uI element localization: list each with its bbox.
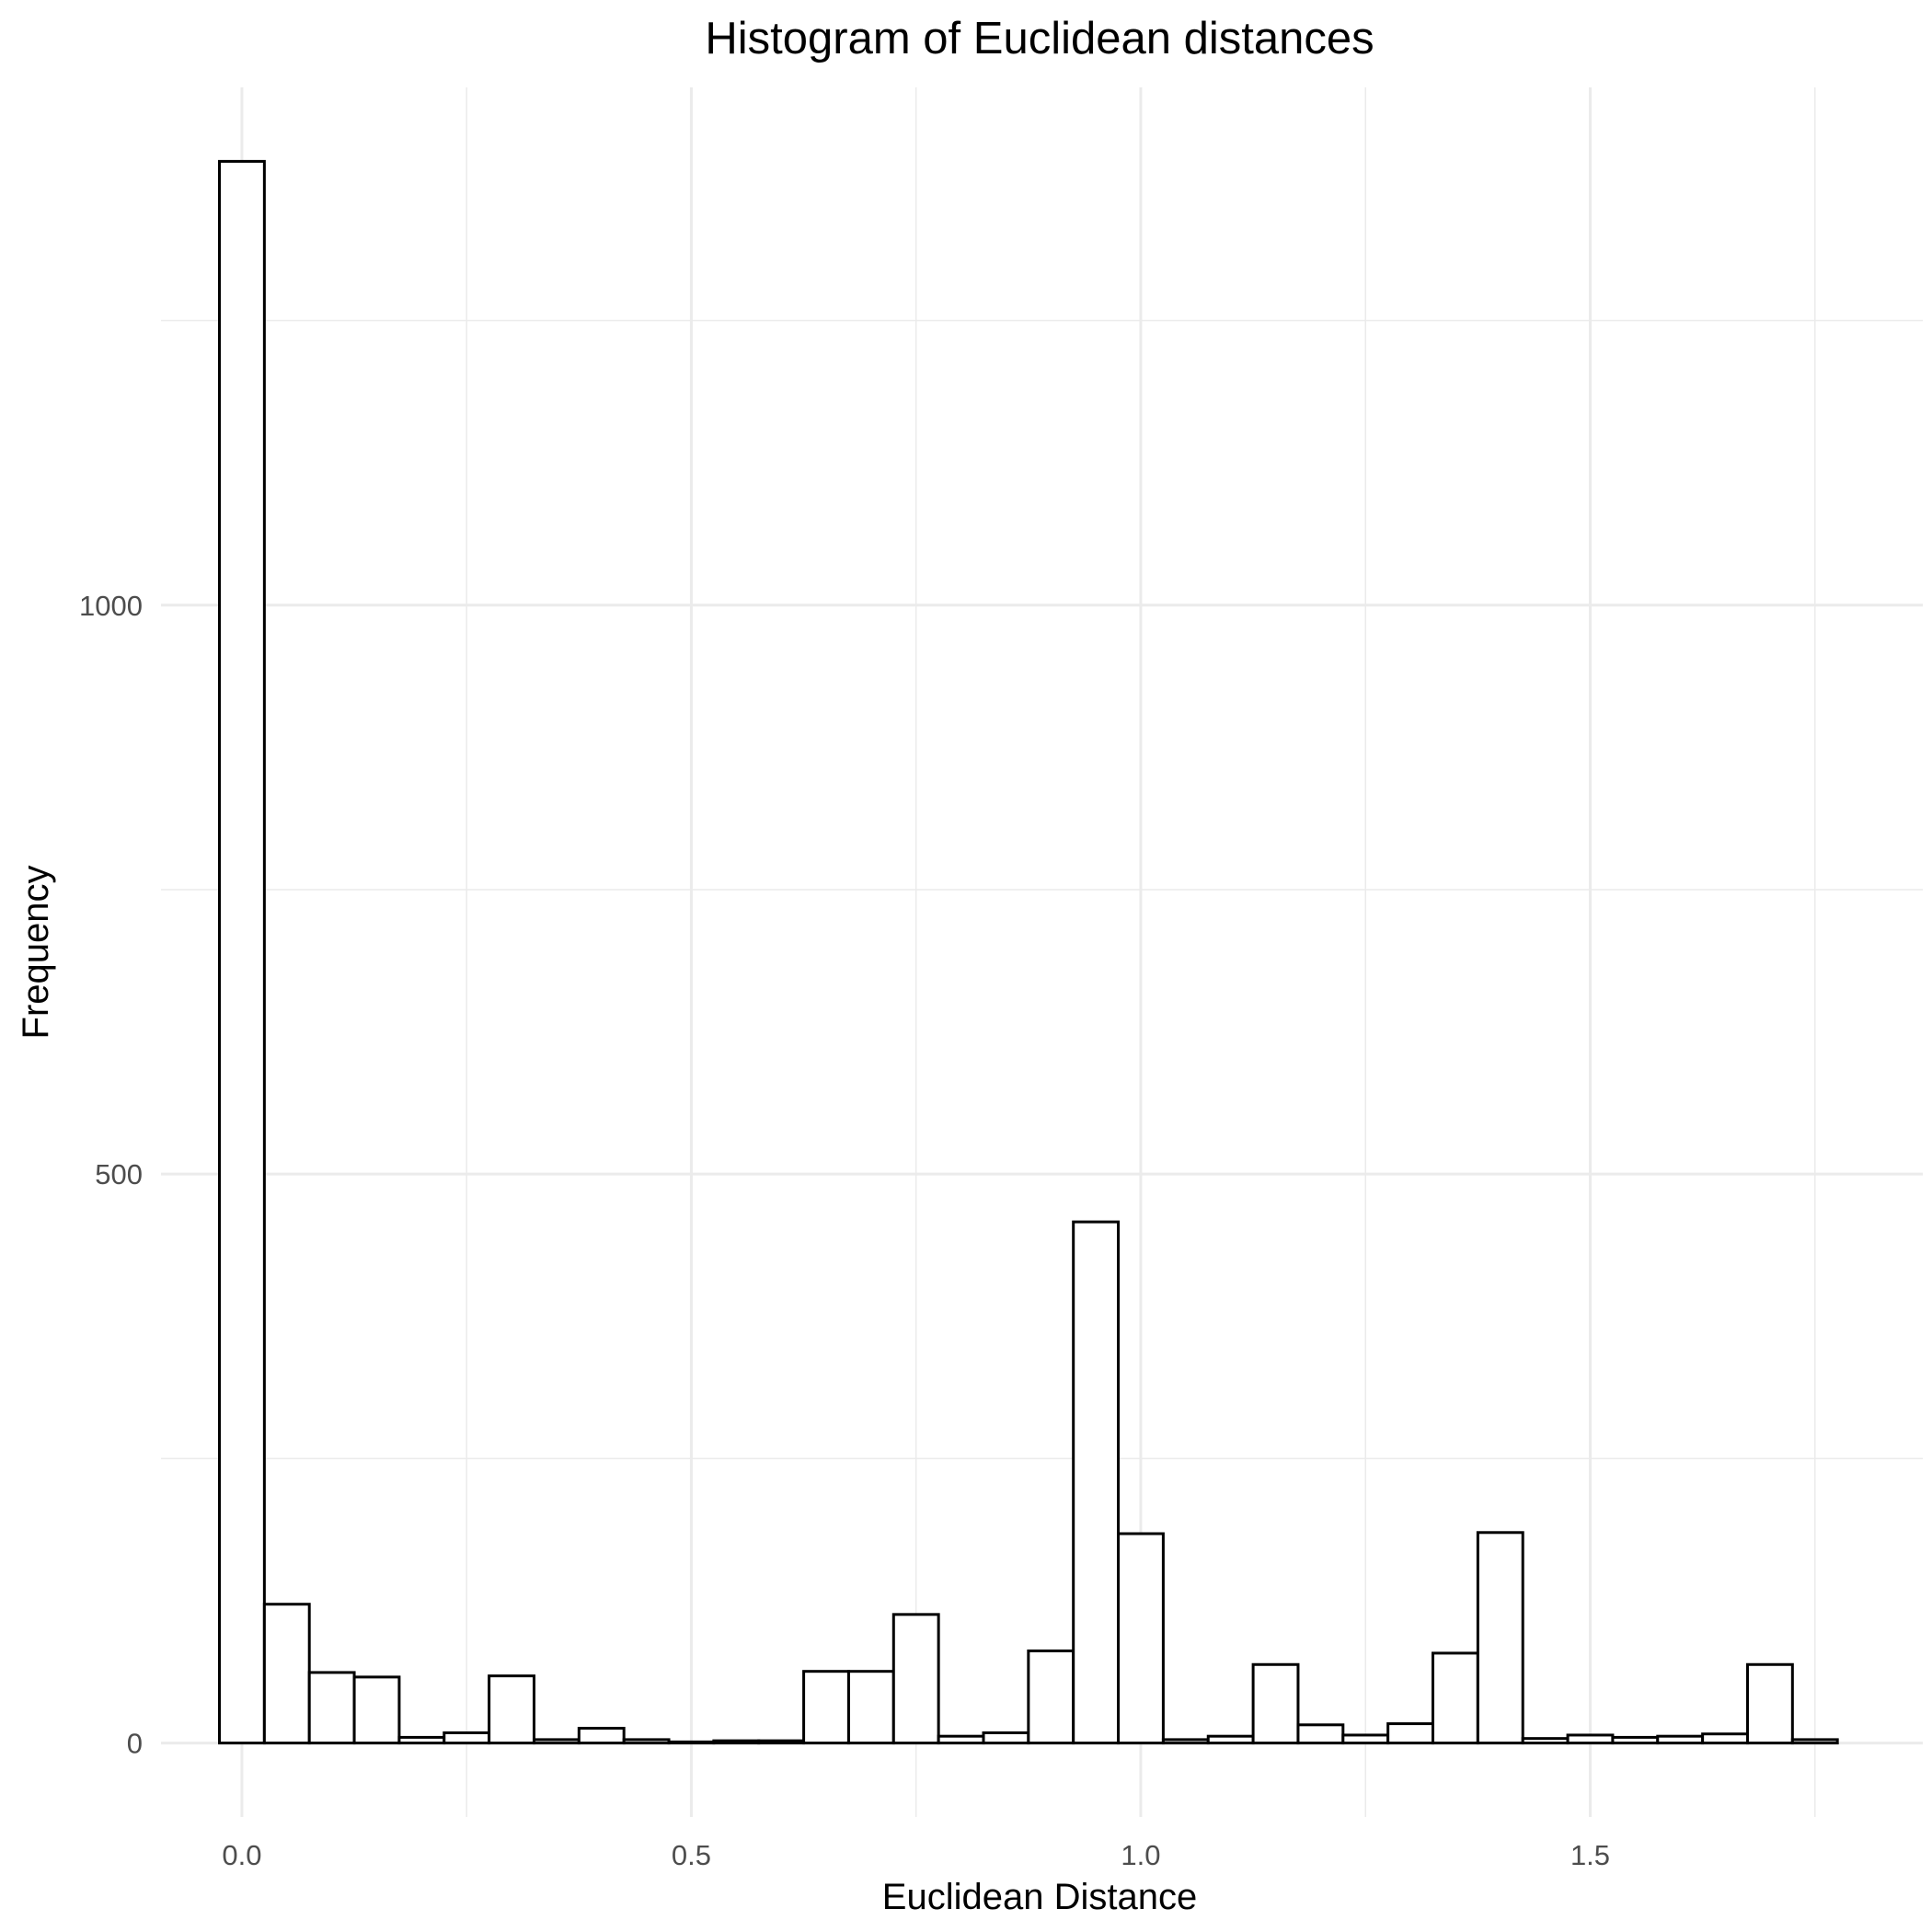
histogram-bar (1432, 1651, 1479, 1745)
histogram-bar (488, 1674, 535, 1745)
grid-layer (161, 87, 1923, 1817)
histogram-bar (1296, 1723, 1345, 1745)
x-tick-label: 0.5 (672, 1839, 711, 1871)
histogram-bar (757, 1739, 806, 1745)
tick-label-layer: 0.0 0.5 1.0 1.5 0 500 1000 (79, 590, 1610, 1871)
y-axis-title: Frequency (16, 866, 56, 1040)
histogram-bar (443, 1731, 491, 1745)
histogram-bar (1521, 1737, 1570, 1745)
histogram-bar (1656, 1734, 1705, 1745)
chart-title: Histogram of Euclidean distances (705, 14, 1374, 63)
x-tick-label: 1.0 (1121, 1839, 1160, 1871)
x-tick-label: 1.5 (1570, 1839, 1610, 1871)
histogram-bar (937, 1734, 985, 1745)
histogram-bar (1611, 1735, 1660, 1745)
histogram-bar (1476, 1531, 1524, 1745)
histogram-bar (1117, 1532, 1165, 1745)
histogram-bar (352, 1675, 401, 1745)
bar-layer (218, 159, 1839, 1745)
histogram-bar (1790, 1738, 1839, 1745)
histogram-bar (1251, 1662, 1300, 1745)
histogram-bar (1161, 1738, 1210, 1745)
histogram-bar (262, 1603, 311, 1745)
histogram-bar (1701, 1732, 1749, 1745)
histogram-bar (1745, 1662, 1794, 1745)
histogram-bar (622, 1738, 671, 1745)
histogram-bar (1072, 1220, 1121, 1745)
histogram-bar (802, 1670, 850, 1745)
histogram-bar (532, 1738, 581, 1745)
histogram-bar (1386, 1722, 1435, 1745)
y-tick-label: 0 (127, 1728, 143, 1760)
histogram-bar (218, 159, 266, 1745)
x-axis-title: Euclidean Distance (882, 1877, 1197, 1917)
histogram-bar (1566, 1733, 1615, 1745)
histogram-bar (891, 1613, 940, 1745)
x-tick-label: 0.0 (222, 1839, 261, 1871)
histogram-bar (397, 1735, 446, 1745)
histogram-bar (307, 1671, 356, 1745)
y-tick-label: 1000 (79, 590, 143, 622)
histogram-bar (1027, 1649, 1075, 1745)
y-tick-label: 500 (95, 1158, 143, 1190)
histogram-bar (712, 1739, 761, 1745)
histogram-bar (1341, 1733, 1390, 1745)
histogram-bar (577, 1727, 626, 1745)
histogram-bar (982, 1731, 1030, 1745)
histogram-bar (846, 1670, 895, 1745)
histogram-bar (1206, 1734, 1255, 1745)
